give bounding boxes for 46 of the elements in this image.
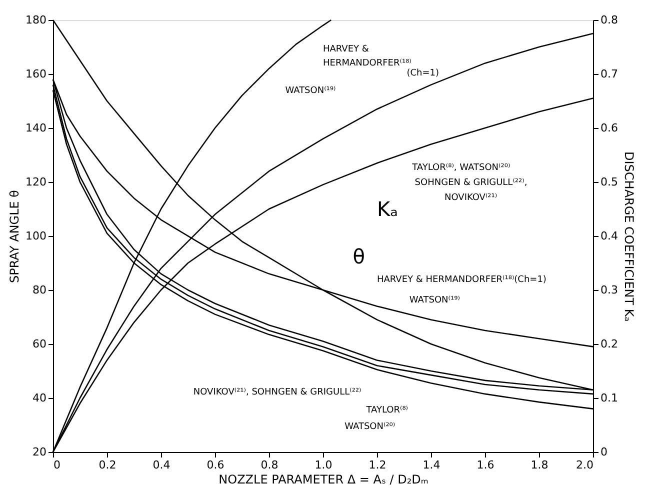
x-tick-label: 0.4 — [152, 458, 170, 472]
y-tick-label: 80 — [32, 284, 46, 296]
x-tick-label: 1.8 — [530, 458, 548, 472]
x-tick-label: 0 — [54, 458, 60, 472]
annotation: NOVIKOV⁽²¹⁾ — [444, 193, 498, 204]
annotation: WATSON⁽¹⁹⁾ — [285, 86, 336, 96]
annotation: Kₐ — [377, 197, 398, 222]
y2-tick-label: 0 — [600, 446, 608, 458]
y-tick-label: 160 — [26, 68, 46, 80]
annotation: HERMANDORFER⁽¹⁸⁾ — [323, 58, 412, 68]
annotation: HARVEY & — [323, 44, 369, 55]
annotation: θ — [352, 244, 365, 269]
y-tick-label: 120 — [26, 176, 46, 188]
annotation: TAYLOR⁽⁸⁾, WATSON⁽²⁰⁾ — [411, 162, 510, 173]
y2-tick-label: 0.7 — [600, 68, 618, 80]
y-tick-label: 40 — [32, 392, 46, 404]
annotation: (Ch=1) — [406, 68, 439, 78]
y-tick-label: 20 — [32, 446, 46, 458]
x-axis-title: NOZZLE PARAMETER Δ = Aₛ / D₂Dₘ — [218, 472, 428, 486]
x-tick-label: 0.8 — [260, 458, 278, 472]
y2-tick-label: 0.2 — [600, 338, 618, 350]
y2-tick-label: 0.3 — [600, 284, 618, 296]
x-tick-label: 0.6 — [206, 458, 224, 472]
x-tick-label: 0.2 — [98, 458, 116, 472]
annotation: SOHNGEN & GRIGULL⁽²²⁾, — [414, 178, 528, 188]
annotation: HARVEY & HERMANDORFER⁽¹⁸⁾(Ch=1) — [377, 275, 546, 286]
y2-tick-label: 0.8 — [600, 14, 618, 26]
x-tick-label: 1.6 — [476, 458, 494, 472]
x-tick-label: 1.2 — [368, 458, 386, 472]
annotation: WATSON⁽¹⁹⁾ — [409, 296, 460, 306]
x-tick-label: 1.0 — [314, 458, 332, 472]
y-tick-label: 140 — [26, 122, 46, 134]
annotation: NOVIKOV⁽²¹⁾, SOHNGEN & GRIGULL⁽²²⁾ — [193, 388, 362, 398]
y2-axis-title: DISCHARGE COEFFICIENT Kₐ — [622, 152, 636, 322]
y2-tick-label: 0.4 — [600, 230, 618, 242]
y-tick-label: 100 — [26, 230, 46, 242]
x-tick-label: 1.4 — [422, 458, 440, 472]
annotation: WATSON⁽²⁰⁾ — [344, 422, 396, 432]
annotation: TAYLOR⁽⁸⁾ — [365, 406, 408, 416]
y-tick-label: 60 — [32, 338, 46, 350]
y2-tick-label: 0.5 — [600, 176, 618, 188]
x-tick-label: 2.0 — [576, 458, 594, 472]
y-tick-label: 180 — [26, 14, 46, 26]
y2-tick-label: 0.6 — [600, 122, 618, 134]
y2-tick-label: 0.1 — [600, 392, 618, 404]
y-axis-title: SPRAY ANGLE θ — [8, 190, 22, 284]
